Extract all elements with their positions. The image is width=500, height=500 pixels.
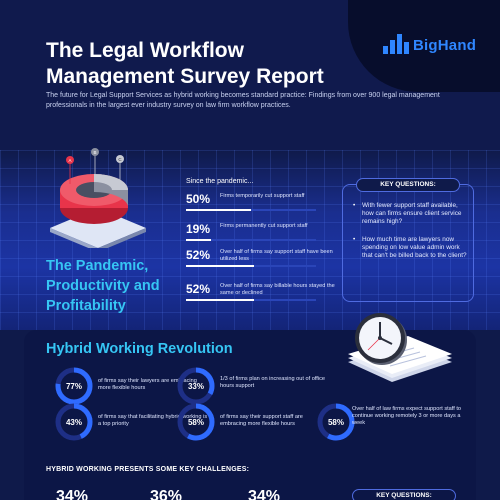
stat-progress-bar bbox=[186, 299, 316, 301]
donut-percent: 43% bbox=[65, 417, 82, 427]
donut-ring bbox=[317, 403, 355, 441]
logo-bars-icon bbox=[383, 34, 409, 54]
hybrid-stat-donut: 43% bbox=[54, 402, 94, 442]
hybrid-stat-description: Over half of law firms expect support st… bbox=[352, 406, 462, 427]
stat-percent: 52% bbox=[186, 248, 211, 262]
stat-percent: 19% bbox=[186, 222, 211, 236]
hybrid-stat-description: of firms say their support staff are emb… bbox=[220, 414, 303, 428]
donut-ring bbox=[55, 367, 93, 405]
brand-name: BigHand bbox=[413, 37, 477, 54]
hybrid-heading: Hybrid Working Revolution bbox=[46, 341, 233, 357]
stat-progress-bar bbox=[186, 265, 316, 267]
donut-ring bbox=[55, 403, 93, 441]
key-questions-label-bottom: KEY QUESTIONS: bbox=[352, 489, 456, 500]
stat-progress-bar bbox=[186, 239, 316, 241]
stat-description: Firms temporarily cut support staff bbox=[220, 193, 305, 199]
hybrid-stat-description: 1/3 of firms plan on increasing out of o… bbox=[220, 376, 325, 390]
brand-logo[interactable]: BigHand bbox=[383, 34, 476, 54]
stat-description: Over half of firms say support staff hav… bbox=[220, 249, 333, 262]
iso-label-b: B bbox=[93, 150, 96, 155]
stat-progress-fill bbox=[186, 299, 254, 301]
pandemic-heading: The Pandemic, Productivity and Profitabi… bbox=[46, 258, 160, 314]
donut-percent: 58% bbox=[187, 417, 204, 427]
challenge-percent: 36% bbox=[150, 488, 183, 500]
logo-panel bbox=[348, 0, 500, 92]
hybrid-stat-donut: 33% bbox=[176, 366, 216, 406]
stat-progress-fill bbox=[186, 239, 211, 241]
key-question-item: With fewer support staff available, how … bbox=[352, 202, 470, 226]
pandemic-stat-row: 50% Firms temporarily cut support staff bbox=[186, 192, 336, 218]
hybrid-stat-donut: 58% bbox=[176, 402, 216, 442]
stat-description: Over half of firms say billable hours st… bbox=[220, 283, 335, 296]
donut-percent: 33% bbox=[187, 381, 204, 391]
key-questions-label: KEY QUESTIONS: bbox=[356, 178, 460, 192]
isometric-ring-chart-icon: A B C bbox=[50, 148, 146, 248]
challenge-percent: 34% bbox=[248, 488, 281, 500]
donut-ring bbox=[177, 403, 215, 441]
clock-with-papers-icon bbox=[348, 313, 452, 382]
hybrid-stat-donut: 58% bbox=[316, 402, 356, 442]
stat-percent: 50% bbox=[186, 192, 211, 206]
iso-label-c: C bbox=[118, 157, 122, 162]
pandemic-stat-row: 52% Over half of firms say support staff … bbox=[186, 248, 336, 274]
hybrid-stat-donut: 77% bbox=[54, 366, 94, 406]
challenges-heading: HYBRID WORKING PRESENTS SOME KEY CHALLEN… bbox=[46, 466, 250, 473]
intro-text: The future for Legal Support Services as… bbox=[46, 92, 440, 109]
stat-progress-fill bbox=[186, 209, 251, 211]
pandemic-stat-row: 19% Firms permanently cut support staff bbox=[186, 222, 336, 248]
stat-percent: 52% bbox=[186, 282, 211, 296]
stat-progress-fill bbox=[186, 265, 254, 267]
donut-percent: 77% bbox=[65, 381, 82, 391]
page-title: The Legal Workflow Management Survey Rep… bbox=[46, 39, 324, 88]
pandemic-stat-row: 52% Over half of firms say billable hours… bbox=[186, 282, 336, 308]
hybrid-stat-description: of firms say their lawyers are embracing… bbox=[98, 378, 197, 392]
stat-description: Firms permanently cut support staff bbox=[220, 223, 308, 229]
since-pandemic-label: Since the pandemic... bbox=[186, 178, 254, 185]
hybrid-stat-description: of firms say that facilitating hybrid wo… bbox=[98, 414, 208, 428]
iso-label-a: A bbox=[68, 158, 71, 163]
donut-percent: 58% bbox=[327, 417, 344, 427]
donut-ring bbox=[177, 367, 215, 405]
stat-progress-bar bbox=[186, 209, 316, 211]
key-question-item: How much time are lawyers now spending o… bbox=[352, 236, 470, 260]
challenge-percent: 34% bbox=[56, 488, 89, 500]
